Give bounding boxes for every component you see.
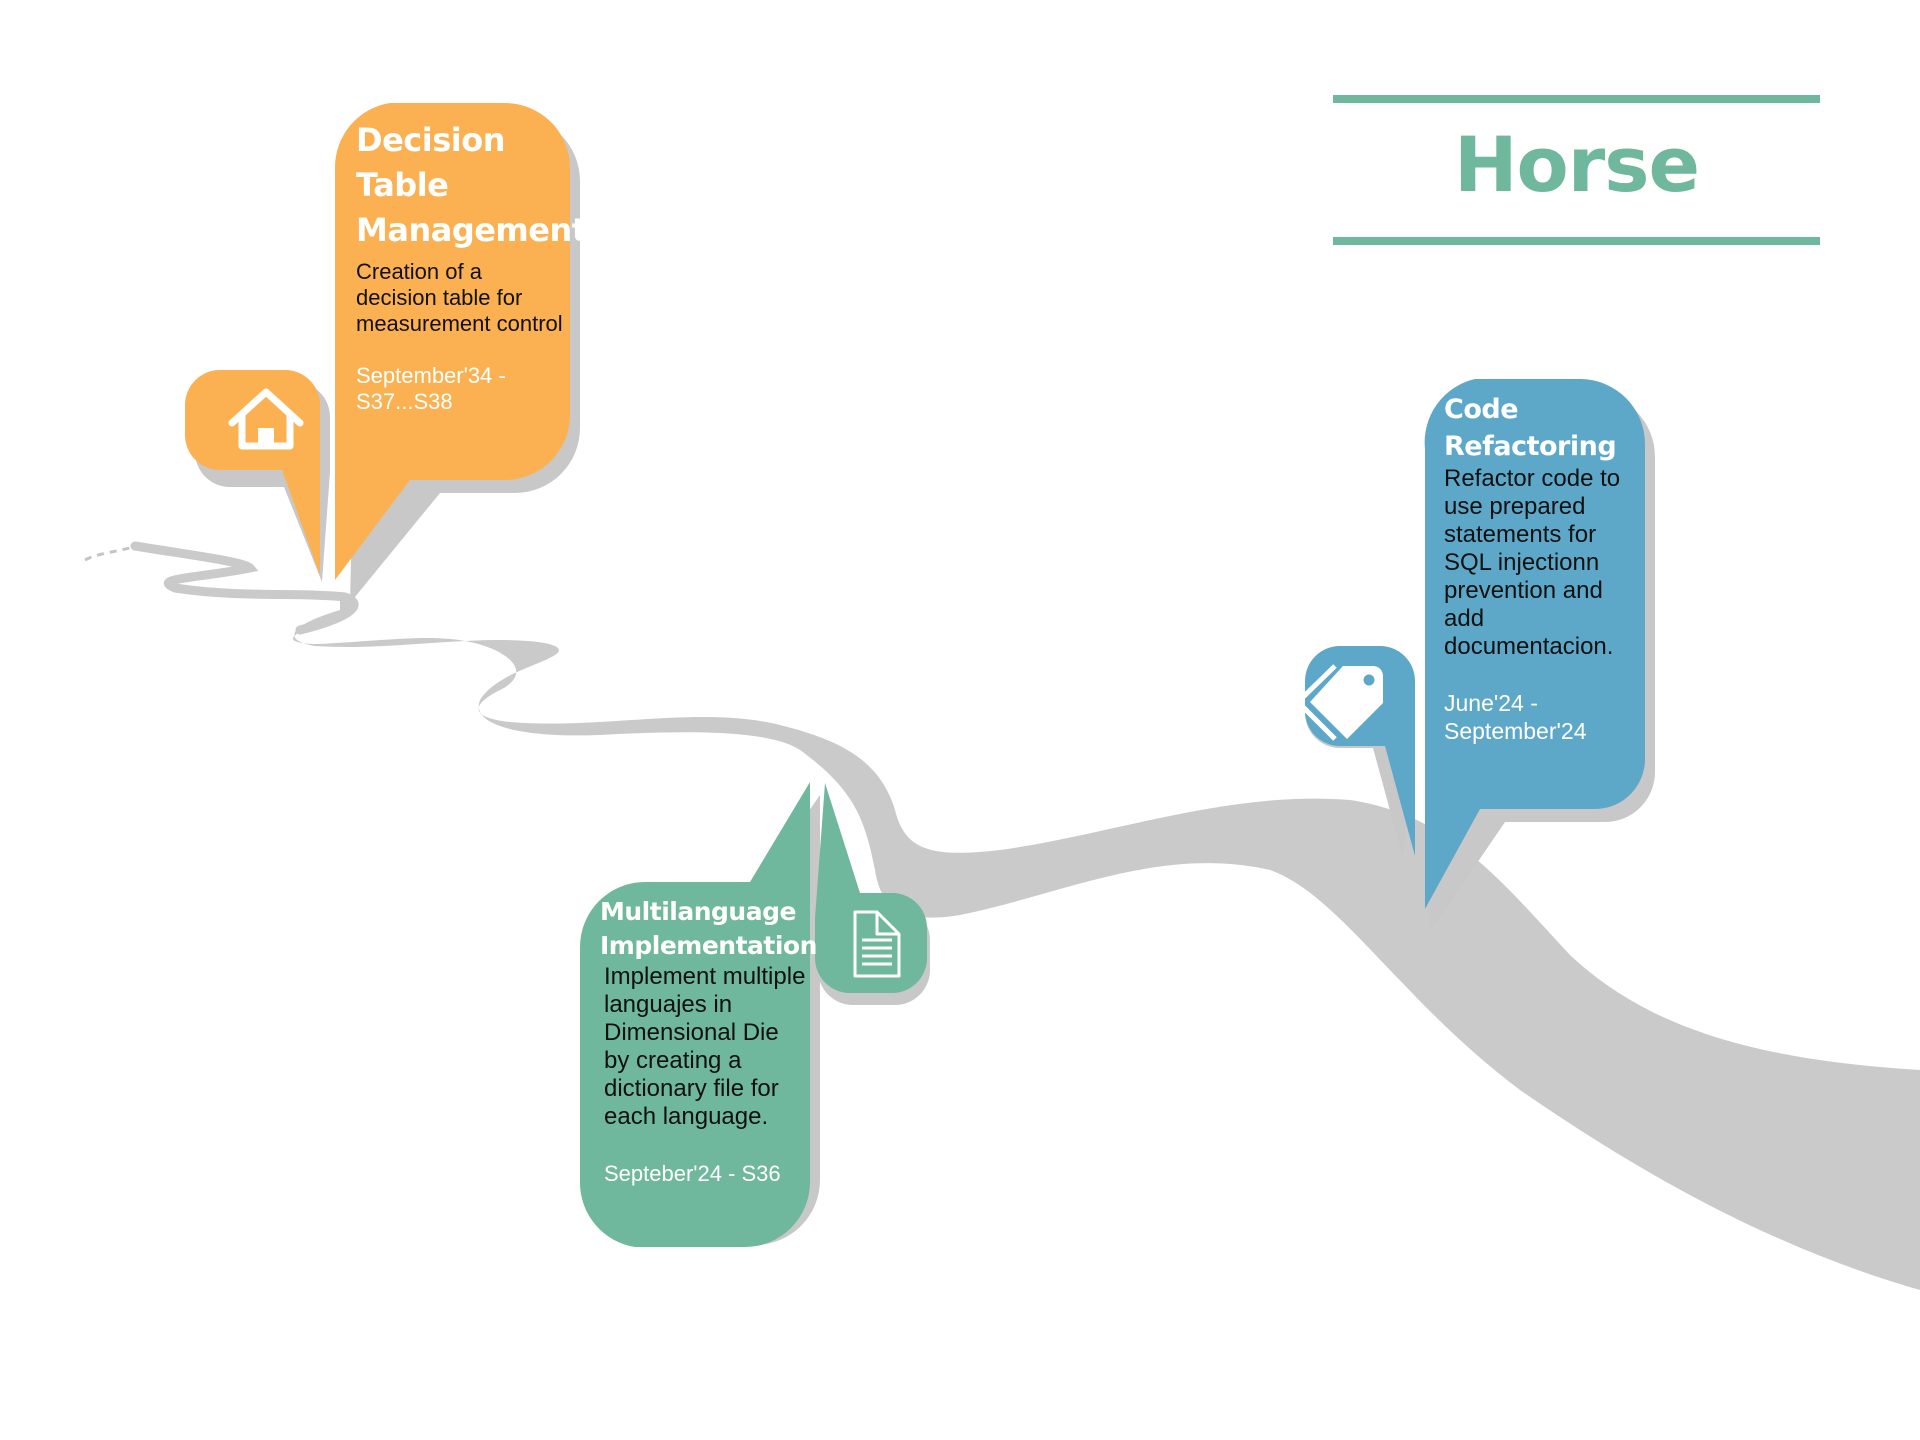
- milestone-description: Creation of a decision table for measure…: [356, 259, 563, 336]
- road: [84, 541, 1920, 1290]
- page-title: Horse: [1453, 120, 1700, 209]
- teal-bubble[interactable]: [579, 782, 810, 1247]
- milestone-decision-table-text: Decision Table Management Creation of a …: [356, 118, 587, 415]
- milestone-title: Decision Table Management: [356, 121, 587, 249]
- road-body: [293, 596, 1920, 1290]
- milestone-code-refactoring-text: Code Refactoring Refactor code to use pr…: [1444, 391, 1644, 745]
- home-icon: [228, 388, 304, 450]
- orange-pin[interactable]: [185, 370, 320, 575]
- milestone-code-refactoring: [1295, 379, 1655, 932]
- milestone-description: Refactor code to use prepared statements…: [1444, 465, 1621, 660]
- orange-bubble[interactable]: [334, 103, 570, 580]
- milestone-decision-table: [185, 103, 580, 603]
- milestone-date: September'34 - S37...S38: [356, 363, 506, 414]
- title-rule-top: [1333, 95, 1820, 103]
- milestone-title: Multilanguage Implementation: [600, 897, 817, 960]
- milestone-description: Implement multiple languajes in Dimensio…: [604, 963, 806, 1130]
- document-icon: [853, 910, 901, 978]
- blue-bubble[interactable]: [1424, 379, 1645, 909]
- road-dashed-start: [84, 544, 136, 562]
- milestone-date: June'24 - September'24: [1444, 690, 1587, 744]
- tag-icon: [1295, 664, 1383, 741]
- milestone-date: Septeber'24 - S36: [604, 1161, 781, 1186]
- title-rule-bottom: [1333, 237, 1820, 245]
- milestone-title: Code Refactoring: [1444, 394, 1617, 462]
- milestone-multilanguage: [579, 782, 930, 1247]
- milestone-multilanguage-text: Multilanguage Implementation Implement m…: [600, 895, 817, 1187]
